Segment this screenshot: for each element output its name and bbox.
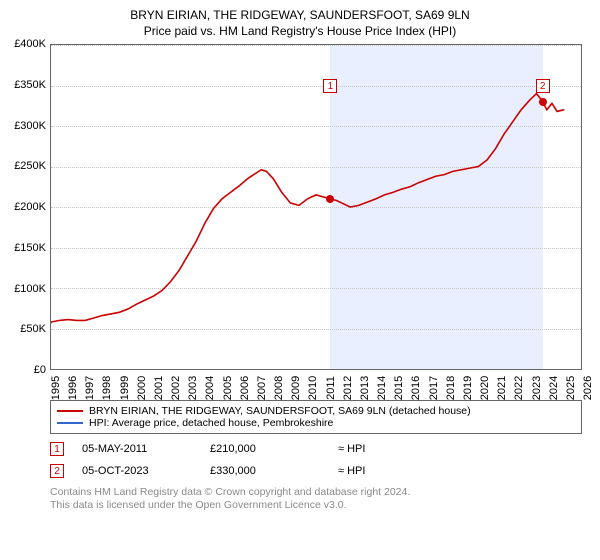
sales-table: 1 05-MAY-2011 £210,000 ≈ HPI 2 05-OCT-2023 £33…: [50, 442, 582, 478]
y-axis-label: £300K: [14, 120, 46, 132]
sale-date: 05-OCT-2023: [82, 465, 192, 477]
x-axis-label: 2008: [273, 376, 285, 400]
legend-row: HPI: Average price, detached house, Pemb…: [57, 417, 575, 429]
sale-index-box: 1: [50, 442, 64, 456]
x-axis-label: 2021: [496, 376, 508, 400]
x-axis-label: 2015: [393, 376, 405, 400]
sale-marker-dot: [539, 98, 547, 106]
y-axis-label: £150K: [14, 242, 46, 254]
sale-relation: ≈ HPI: [338, 443, 582, 455]
series-property: [51, 94, 564, 322]
footnote-line-2: This data is licensed under the Open Gov…: [50, 499, 582, 512]
x-axis-label: 2022: [513, 376, 525, 400]
x-axis-label: 2010: [307, 376, 319, 400]
x-axis-label: 2002: [170, 376, 182, 400]
y-axis-label: £350K: [14, 79, 46, 91]
plot-region: 12: [50, 44, 582, 370]
x-axis-label: 2014: [376, 376, 388, 400]
y-axis-label: £200K: [14, 201, 46, 213]
x-axis-label: 1999: [119, 376, 131, 400]
x-axis-label: 2003: [187, 376, 199, 400]
sale-marker-label: 1: [323, 79, 337, 93]
sale-price: £210,000: [210, 443, 320, 455]
x-axis-label: 2023: [531, 376, 543, 400]
y-axis-label: £400K: [14, 38, 46, 50]
legend-swatch: [57, 422, 83, 424]
legend-swatch: [57, 410, 83, 412]
sale-index-box: 2: [50, 464, 64, 478]
x-axis-label: 2013: [359, 376, 371, 400]
x-axis-label: 2017: [428, 376, 440, 400]
x-axis-label: 2025: [565, 376, 577, 400]
sale-relation: ≈ HPI: [338, 465, 582, 477]
x-axis-label: 1996: [67, 376, 79, 400]
legend-text: HPI: Average price, detached house, Pemb…: [89, 417, 333, 429]
chart-container: BRYN EIRIAN, THE RIDGEWAY, SAUNDERSFOOT,…: [0, 0, 600, 560]
x-axis-label: 2011: [325, 376, 337, 400]
sale-date: 05-MAY-2011: [82, 443, 192, 455]
series-svg: [51, 45, 581, 369]
sale-marker-dot: [326, 195, 334, 203]
x-axis-label: 2004: [204, 376, 216, 400]
chart-area: 12 £0£50K£100K£150K£200K£250K£300K£350K£…: [50, 44, 582, 394]
title-line-2: Price paid vs. HM Land Registry's House …: [12, 24, 588, 38]
legend: BRYN EIRIAN, THE RIDGEWAY, SAUNDERSFOOT,…: [50, 400, 582, 434]
sale-marker-label: 2: [536, 79, 550, 93]
x-axis-label: 2001: [153, 376, 165, 400]
sale-price: £330,000: [210, 465, 320, 477]
x-axis-label: 2012: [342, 376, 354, 400]
x-axis-label: 2006: [239, 376, 251, 400]
x-axis-label: 2026: [582, 376, 594, 400]
y-axis-label: £0: [34, 364, 46, 376]
y-axis-label: £50K: [20, 323, 46, 335]
x-axis-label: 2007: [256, 376, 268, 400]
x-axis-label: 2024: [548, 376, 560, 400]
y-axis-label: £100K: [14, 283, 46, 295]
sale-row: 2 05-OCT-2023 £330,000 ≈ HPI: [50, 464, 582, 478]
x-axis-label: 2000: [136, 376, 148, 400]
x-axis-label: 2016: [410, 376, 422, 400]
x-axis-label: 1997: [84, 376, 96, 400]
gridline-h: [51, 369, 581, 370]
y-axis-label: £250K: [14, 160, 46, 172]
x-axis-label: 1995: [50, 376, 62, 400]
footnote: Contains HM Land Registry data © Crown c…: [50, 486, 582, 512]
x-axis-label: 2020: [479, 376, 491, 400]
footnote-line-1: Contains HM Land Registry data © Crown c…: [50, 486, 582, 499]
title-line-1: BRYN EIRIAN, THE RIDGEWAY, SAUNDERSFOOT,…: [12, 8, 588, 22]
x-axis-label: 2019: [462, 376, 474, 400]
sale-row: 1 05-MAY-2011 £210,000 ≈ HPI: [50, 442, 582, 456]
x-axis-label: 1998: [101, 376, 113, 400]
x-axis-label: 2005: [222, 376, 234, 400]
legend-text: BRYN EIRIAN, THE RIDGEWAY, SAUNDERSFOOT,…: [89, 405, 471, 417]
x-axis-label: 2009: [290, 376, 302, 400]
legend-row: BRYN EIRIAN, THE RIDGEWAY, SAUNDERSFOOT,…: [57, 405, 575, 417]
x-axis-label: 2018: [445, 376, 457, 400]
